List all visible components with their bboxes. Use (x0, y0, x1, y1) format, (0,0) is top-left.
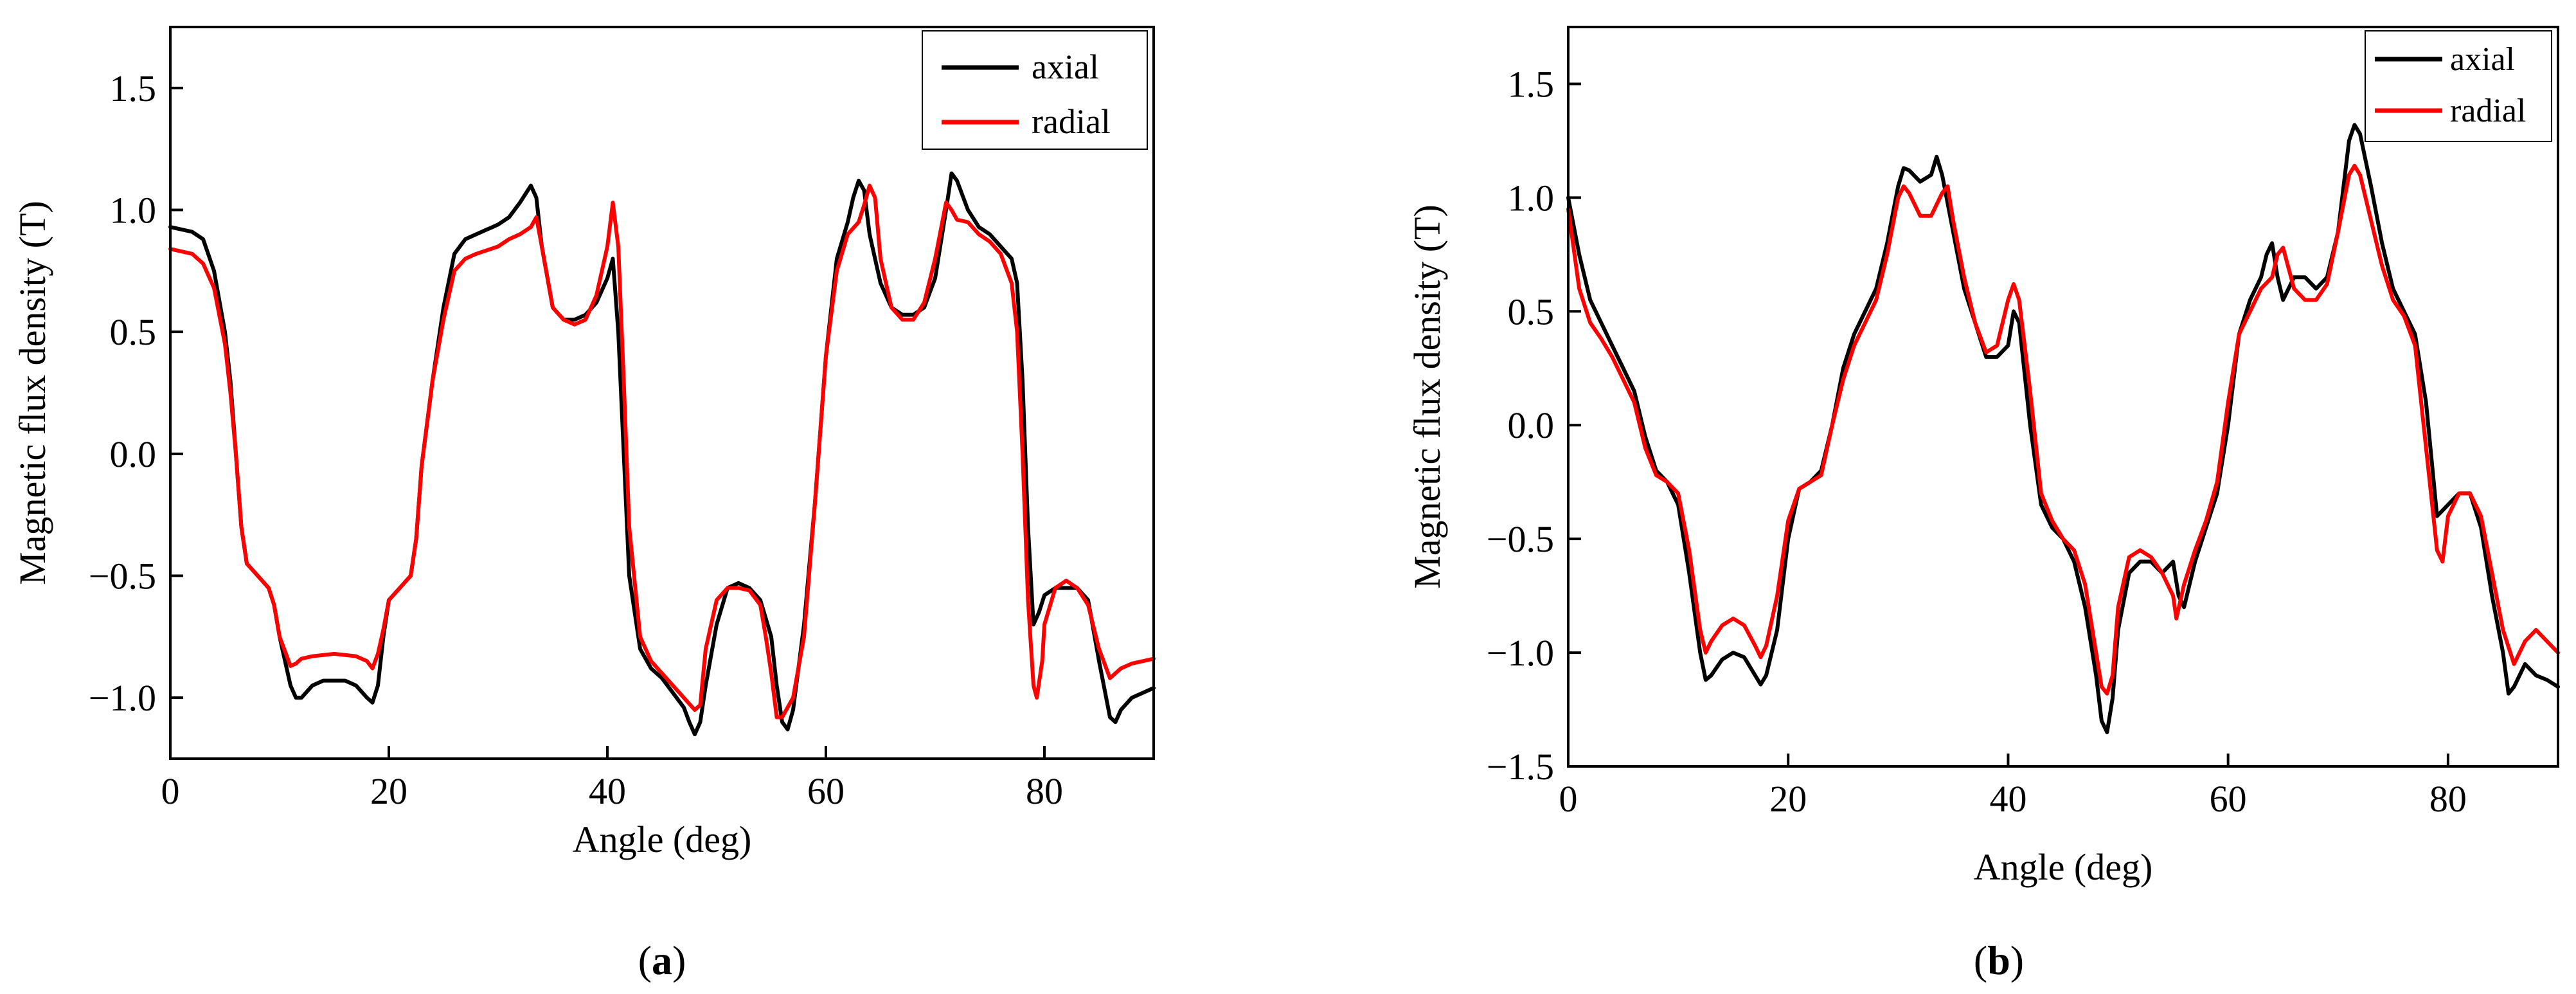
chart-b-legend-box (2365, 30, 2552, 142)
chart-b-y-tick-label: −1.5 (1487, 746, 1554, 788)
chart-b-y-tick-label: 0.5 (1508, 291, 1555, 332)
chart-a-series-radial (168, 183, 1156, 719)
chart-a-legend-label-radial: radial (1032, 102, 1111, 141)
chart-b-y-tick-label: 1.5 (1508, 63, 1555, 105)
chart-a-series-axial-line (168, 171, 1156, 737)
chart-a-x-tick-label: 80 (1026, 770, 1063, 812)
chart-b-x-tick-label: 80 (2429, 778, 2467, 820)
chart-b-x-tick-label: 40 (1989, 778, 2026, 820)
chart-a-y-tick-label: −0.5 (89, 556, 156, 597)
chart-a-x-tick-label: 20 (370, 770, 407, 812)
chart-a-series-radial-line (168, 183, 1156, 719)
chart-a-x-tick-label: 0 (161, 770, 180, 812)
chart-b-x-tick-label: 20 (1769, 778, 1807, 820)
chart-a-y-ticks: −1.0 −0.5 0.0 0.5 1.0 1.5 (89, 68, 183, 719)
chart-a-legend-label-axial: axial (1032, 48, 1099, 86)
chart-b-x-tick-label: 0 (1559, 778, 1578, 820)
chart-b-legend-label-axial: axial (2450, 41, 2515, 78)
chart-a-panel-letter: a (652, 937, 672, 983)
chart-a-ylabel: Magnetic flux density (T) (12, 201, 53, 585)
chart-a-legend: axial radial (922, 30, 1148, 150)
chart-a-x-ticks: 0 20 40 60 80 (161, 746, 1063, 812)
chart-b-legend: axial radial (2365, 30, 2552, 142)
chart-a-panel-label: (a) (638, 937, 686, 983)
chart-b-y-tick-label: −1.0 (1487, 632, 1554, 674)
chart-b-ylabel: Magnetic flux density (T) (1406, 204, 1448, 589)
chart-b-x-tick-label: 60 (2210, 778, 2247, 820)
chart-b-series-axial-line (1566, 123, 2560, 734)
chart-a-plot-frame (169, 26, 1155, 760)
chart-a-xlabel: Angle (deg) (573, 818, 752, 860)
chart-b-y-tick-label: 0.0 (1508, 404, 1555, 446)
chart-b-y-ticks: −1.5 −1.0 −0.5 0.0 0.5 1.0 1.5 (1487, 63, 1581, 788)
chart-a-legend-box (922, 30, 1148, 150)
chart-b-x-ticks: 0 20 40 60 80 (1559, 754, 2467, 820)
chart-a-y-tick-label: 0.0 (110, 433, 157, 475)
chart-b-panel-label: (b) (1974, 937, 2024, 983)
chart-b-series-radial-line (1566, 163, 2560, 696)
chart-a-y-tick-label: −1.0 (89, 677, 156, 719)
chart-b: 0 20 40 60 80 −1.5 −1.0 −0.5 0.0 0.5 1.0 1.5 Angle… (1406, 26, 2560, 983)
chart-b-panel-letter: b (1987, 937, 2010, 983)
chart-b-series-radial (1566, 163, 2560, 696)
chart-a-y-tick-label: 1.5 (110, 68, 157, 109)
chart-b-xlabel: Angle (deg) (1974, 846, 2153, 888)
chart-a: 0 20 40 60 80 −1.0 −0.5 0.0 0.5 1.0 1.5 Angle (de… (12, 26, 1156, 983)
chart-b-legend-label-radial: radial (2450, 93, 2526, 129)
chart-a-series-axial (168, 171, 1156, 737)
chart-b-series-axial (1566, 123, 2560, 734)
chart-b-y-tick-label: 1.0 (1508, 177, 1555, 219)
chart-b-plot-frame (1567, 26, 2559, 768)
chart-a-x-tick-label: 60 (807, 770, 845, 812)
chart-a-y-tick-label: 1.0 (110, 190, 157, 231)
chart-a-y-tick-label: 0.5 (110, 311, 157, 353)
chart-a-x-tick-label: 40 (589, 770, 626, 812)
chart-b-y-tick-label: −0.5 (1487, 518, 1554, 560)
